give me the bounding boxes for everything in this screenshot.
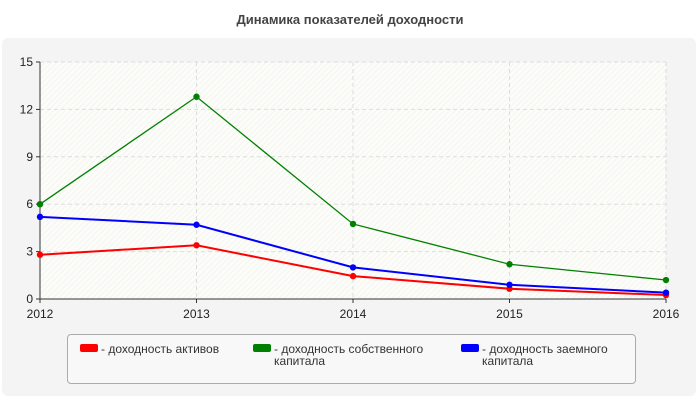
x-tick-label: 2012	[27, 307, 54, 321]
data-point	[36, 201, 44, 208]
x-tick-label: 2014	[340, 307, 367, 321]
data-point	[662, 289, 670, 296]
data-point	[193, 93, 200, 100]
y-tick-label: 9	[26, 150, 33, 164]
y-tick-label: 12	[20, 102, 34, 116]
legend: - доходность активов - доходность собстве…	[67, 334, 636, 384]
legend-label: - доходность заемного капитала	[482, 342, 608, 368]
y-tick-label: 15	[20, 55, 34, 69]
data-point	[662, 276, 670, 284]
chart-title: Динамика показателей доходности	[236, 12, 464, 27]
data-point	[349, 272, 357, 280]
legend-swatch	[461, 344, 479, 352]
data-point	[506, 281, 513, 288]
data-point	[36, 251, 44, 258]
data-point	[349, 220, 357, 228]
data-point	[193, 221, 200, 228]
data-point	[349, 264, 357, 271]
legend-label: - доходность активов	[101, 342, 220, 356]
y-tick-label: 6	[26, 197, 33, 211]
x-tick-label: 2013	[183, 307, 210, 321]
legend-swatch	[80, 344, 98, 352]
y-tick-label: 3	[26, 245, 33, 259]
legend-label: - доходность собственного капитала	[274, 342, 424, 368]
data-point	[506, 261, 513, 268]
x-tick-label: 2015	[496, 307, 523, 321]
y-tick-label: 0	[26, 292, 33, 306]
data-point	[36, 213, 44, 221]
legend-swatch	[253, 344, 271, 352]
data-point	[193, 242, 200, 249]
x-tick-label: 2016	[653, 307, 680, 321]
